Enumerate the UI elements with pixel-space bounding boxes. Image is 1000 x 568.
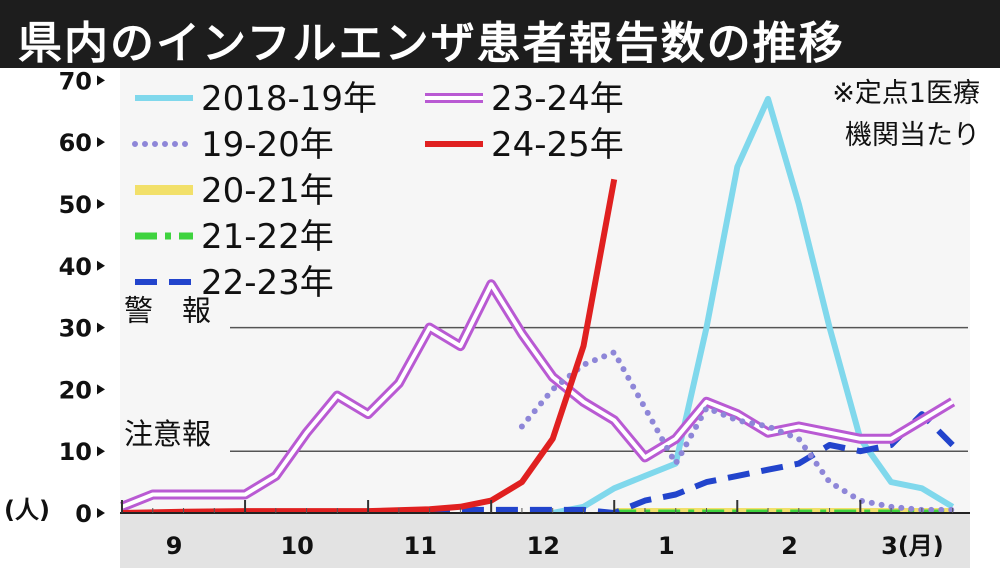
unit-label: (人) <box>4 496 50 524</box>
y-tick-mark <box>97 198 105 209</box>
y-tick-mark <box>97 446 105 457</box>
x-tick-label: 9 <box>166 532 183 560</box>
y-tick-label: 10 <box>59 438 92 466</box>
legend: 2018-19年 19-20年 20-21年 21-22年 22-23年 23-24年 24… <box>132 79 624 303</box>
x-tick-label: 12 <box>527 532 560 560</box>
y-tick-mark <box>97 384 105 395</box>
y-tick-mark <box>97 75 105 86</box>
y-tick-label: 50 <box>59 191 92 219</box>
note-line-2: 機関当たり <box>845 120 980 151</box>
y-tick-label: 0 <box>75 500 92 528</box>
series-line <box>121 282 954 509</box>
y-tick-mark <box>97 508 105 518</box>
x-tick-label: 11 <box>404 532 437 560</box>
x-tick-label: 1 <box>658 532 675 560</box>
y-tick-mark <box>97 137 105 148</box>
threshold-label: 注意報 <box>124 417 211 451</box>
legend-label: 23-24年 <box>491 79 624 119</box>
x-tick-label: 2 <box>781 532 798 560</box>
plot-area <box>120 68 970 513</box>
y-tick-label: 20 <box>59 376 92 404</box>
series-line <box>121 178 618 516</box>
x-tick-label: 10 <box>280 532 313 560</box>
x-axis-band <box>120 513 970 568</box>
x-tick-label: 3(月) <box>881 532 944 560</box>
y-tick-label: 70 <box>59 68 92 95</box>
legend-label: 20-21年 <box>201 171 334 211</box>
page-title: 県内のインフルエンザ患者報告数の推移 <box>18 18 845 69</box>
y-tick-label: 60 <box>59 129 92 157</box>
legend-label: 2018-19年 <box>201 79 377 119</box>
note-line-1: ※定点1医療 <box>832 78 980 109</box>
legend-label: 24-25年 <box>491 125 624 165</box>
y-tick-mark <box>97 260 105 271</box>
series-line <box>518 349 956 513</box>
y-tick-label: 40 <box>59 253 92 281</box>
legend-label: 19-20年 <box>201 125 334 165</box>
title-bar: 県内のインフルエンザ患者報告数の推移 <box>0 0 1000 69</box>
legend-label: 21-22年 <box>201 217 334 257</box>
y-tick-mark <box>97 322 105 333</box>
series-line <box>552 95 955 516</box>
threshold-label: 警 報 <box>124 294 211 328</box>
y-tick-label: 30 <box>59 315 92 343</box>
legend-label: 22-23年 <box>201 263 334 303</box>
